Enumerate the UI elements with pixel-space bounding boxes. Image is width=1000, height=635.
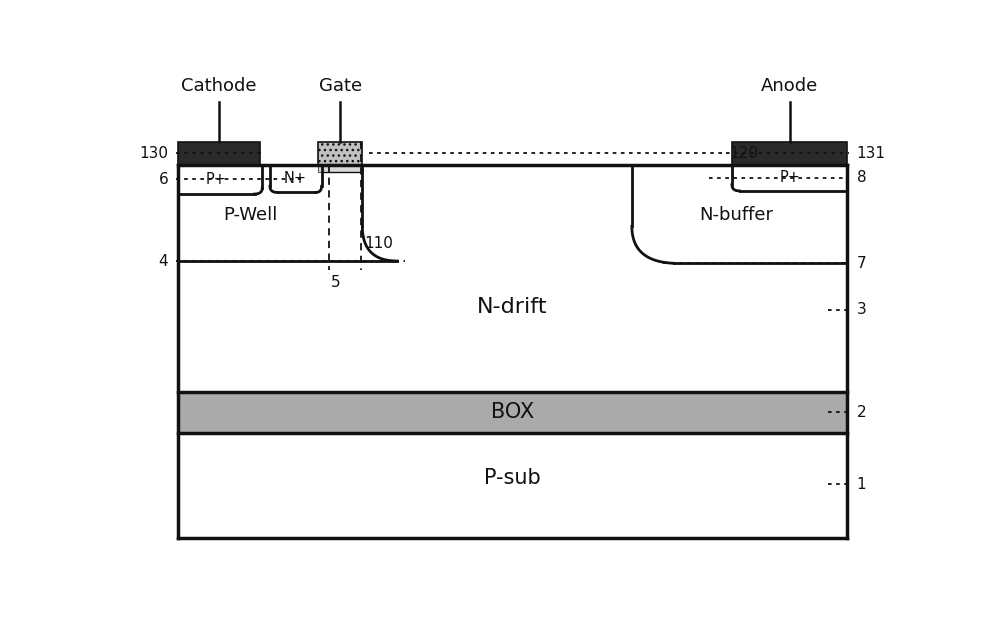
- Bar: [178, 164, 847, 392]
- Text: P-Well: P-Well: [224, 206, 278, 224]
- Text: P-sub: P-sub: [484, 468, 541, 488]
- Text: BOX: BOX: [491, 403, 534, 422]
- Text: Cathode: Cathode: [181, 77, 256, 95]
- Text: 131: 131: [857, 145, 886, 161]
- Bar: [732, 142, 847, 164]
- Text: 7: 7: [857, 256, 866, 271]
- Bar: [322, 164, 362, 173]
- Text: P+: P+: [779, 170, 800, 185]
- Text: 8: 8: [857, 170, 866, 185]
- Bar: [178, 142, 260, 164]
- Text: 4: 4: [159, 253, 168, 269]
- Text: N+: N+: [284, 171, 307, 186]
- Text: 5: 5: [331, 275, 340, 290]
- Text: N-drift: N-drift: [477, 297, 548, 318]
- Text: 120: 120: [730, 145, 759, 161]
- Text: 6: 6: [159, 172, 168, 187]
- Text: 1: 1: [857, 477, 866, 491]
- Text: N-buffer: N-buffer: [699, 206, 773, 224]
- Text: 2: 2: [857, 404, 866, 420]
- Text: 3: 3: [857, 302, 866, 317]
- Bar: [178, 432, 847, 538]
- Text: 130: 130: [139, 145, 168, 161]
- Text: 110: 110: [365, 236, 394, 251]
- Text: Anode: Anode: [761, 77, 818, 95]
- Bar: [318, 164, 322, 173]
- Bar: [318, 142, 362, 164]
- Text: Gate: Gate: [319, 77, 362, 95]
- Text: P+: P+: [206, 172, 226, 187]
- Bar: [178, 392, 847, 432]
